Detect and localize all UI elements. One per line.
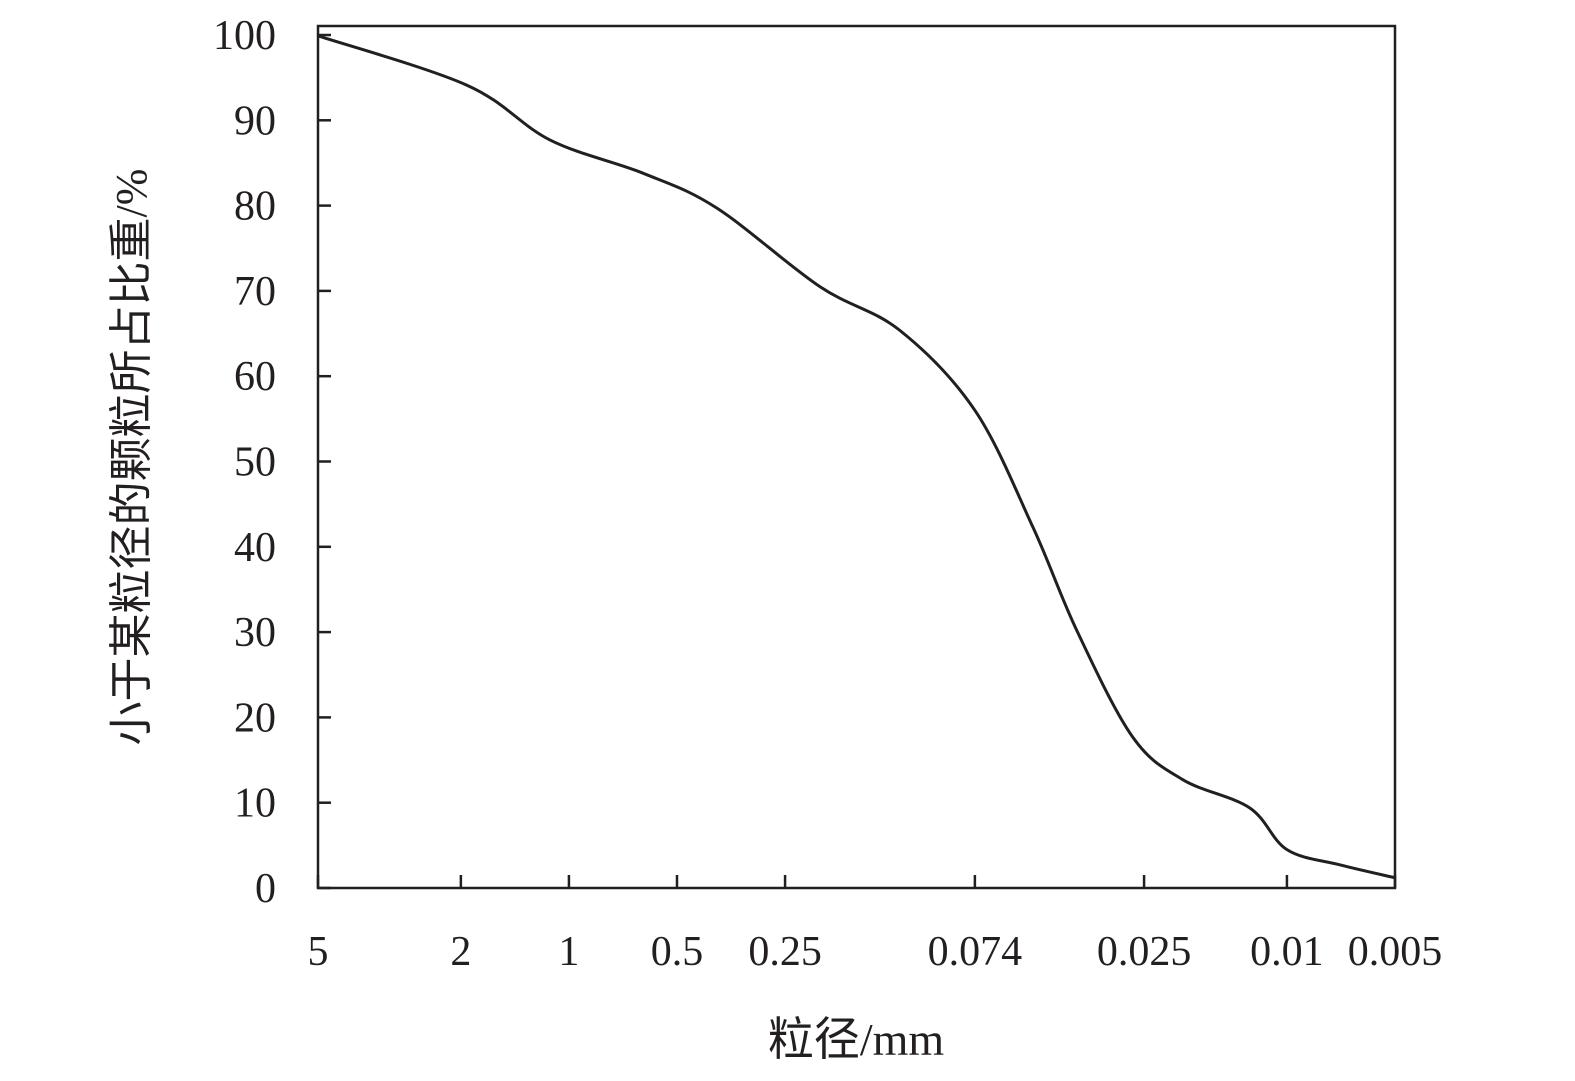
- y-tick-label: 40: [234, 525, 276, 571]
- y-axis: 0 10 20 30 40 50 60 70 80 90 100: [213, 13, 331, 912]
- x-tick-label: 0.01: [1250, 929, 1324, 975]
- x-tick-label: 0.25: [748, 929, 822, 975]
- y-axis-label: 小于某粒径的颗粒所占比重/%: [107, 169, 156, 746]
- x-tick-label: 0.025: [1097, 929, 1192, 975]
- x-tick-label: 5: [308, 929, 329, 975]
- x-tick-label: 2: [450, 929, 471, 975]
- y-tick-label: 80: [234, 184, 276, 230]
- y-tick-label: 70: [234, 269, 276, 315]
- y-tick-label: 50: [234, 440, 276, 486]
- y-tick-label: 20: [234, 695, 276, 741]
- x-tick-label: 0.5: [651, 929, 704, 975]
- x-axis: 5 2 1 0.5 0.25 0.074 0.025 0.01 0.005: [308, 875, 1443, 975]
- x-tick-label: 0.074: [928, 929, 1023, 975]
- plot-frame: [316, 24, 1397, 890]
- series-line: [317, 34, 1396, 880]
- x-axis-label: 粒径/mm: [768, 1014, 945, 1065]
- y-tick-label: 60: [234, 354, 276, 400]
- y-tick-label: 0: [255, 866, 276, 912]
- y-tick-label: 10: [234, 781, 276, 827]
- y-tick-label: 30: [234, 610, 276, 656]
- y-tick-label: 90: [234, 98, 276, 144]
- x-tick-label: 0.005: [1348, 929, 1443, 975]
- y-tick-label: 100: [213, 13, 276, 59]
- x-tick-label: 1: [558, 929, 579, 975]
